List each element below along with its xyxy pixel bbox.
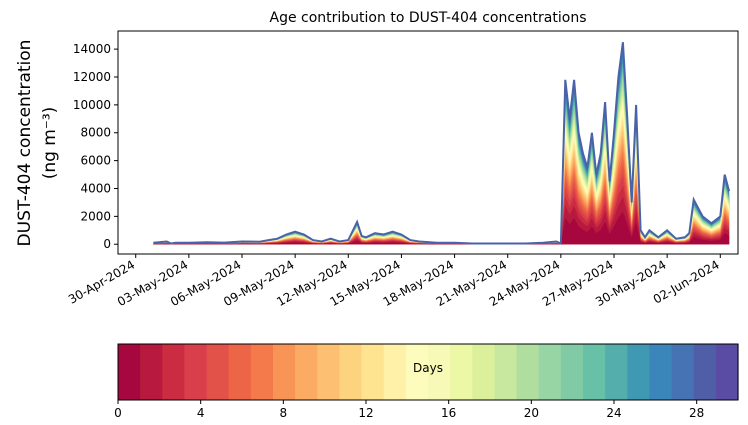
colorbar-tick-label: 24 xyxy=(606,406,621,420)
colorbar-segment xyxy=(649,344,673,400)
age-band-11 xyxy=(153,117,730,245)
total-concentration-line xyxy=(153,42,731,246)
colorbar-segment xyxy=(405,344,429,400)
colorbar-segment xyxy=(118,344,141,400)
age-band-0 xyxy=(153,211,730,245)
age-band-9 xyxy=(153,129,730,245)
age-band-22 xyxy=(153,62,730,245)
colorbar-segment xyxy=(339,344,363,400)
y-axis-label-line2: (ng m⁻³) xyxy=(40,107,60,180)
colorbar-tick-label: 16 xyxy=(441,406,456,420)
colorbar-segment xyxy=(516,344,540,400)
age-band-27 xyxy=(153,42,730,245)
age-band-26 xyxy=(153,46,730,245)
y-tick-label: 12000 xyxy=(73,70,111,84)
colorbar-label: Days xyxy=(413,361,443,375)
age-band-16 xyxy=(153,90,730,245)
age-band-19 xyxy=(153,76,730,245)
colorbar-segment xyxy=(228,344,252,400)
total-line xyxy=(153,42,731,246)
colorbar-segment xyxy=(450,344,473,400)
y-axis: 0 2000 4000 6000 8000 10000 12000 14000 xyxy=(73,42,118,251)
age-band-10 xyxy=(153,123,730,245)
colorbar-tick-label: 20 xyxy=(524,406,539,420)
age-band-23 xyxy=(153,58,730,245)
colorbar-segment xyxy=(140,344,163,400)
chart-title: Age contribution to DUST-404 concentrati… xyxy=(270,10,587,26)
colorbar-tick-label: 0 xyxy=(114,406,122,420)
colorbar-segment xyxy=(715,344,739,400)
age-band-13 xyxy=(153,106,730,245)
age-band-17 xyxy=(153,85,730,245)
colorbar-segment xyxy=(538,344,562,400)
age-band-18 xyxy=(153,81,730,245)
y-tick-label: 4000 xyxy=(80,181,111,195)
age-band-15 xyxy=(153,95,730,245)
y-tick-label: 8000 xyxy=(80,126,111,140)
colorbar-segment xyxy=(162,344,186,400)
y-axis-label-line1: DUST-404 concentration xyxy=(15,40,35,247)
colorbar-segment xyxy=(250,344,274,400)
age-band-7 xyxy=(153,142,730,245)
age-band-25 xyxy=(153,50,730,245)
colorbar-tick-label: 8 xyxy=(280,406,288,420)
age-band-14 xyxy=(153,100,730,245)
colorbar-segment xyxy=(361,344,385,400)
colorbar-segment xyxy=(583,344,606,400)
y-tick-label: 10000 xyxy=(73,98,111,112)
colorbar-tick-label: 12 xyxy=(358,406,373,420)
colorbar: 0 4 8 12 16 20 24 28 xyxy=(114,343,739,420)
y-tick-label: 2000 xyxy=(80,209,111,223)
colorbar-segment xyxy=(206,344,230,400)
y-tick-label: 6000 xyxy=(80,154,111,168)
x-axis: 30-Apr-202403-May-202406-May-202409-May-… xyxy=(66,254,722,309)
plot-frame xyxy=(117,30,739,255)
age-band-24 xyxy=(153,54,730,245)
colorbar-segment xyxy=(693,344,717,400)
age-band-5 xyxy=(153,157,730,245)
colorbar-segment xyxy=(494,344,518,400)
colorbar-segment xyxy=(627,344,651,400)
colorbar-tick-label: 4 xyxy=(197,406,205,420)
colorbar-segment xyxy=(560,344,584,400)
age-band-21 xyxy=(153,67,730,245)
y-tick-label: 0 xyxy=(103,237,111,251)
age-band-6 xyxy=(153,150,730,245)
colorbar-segment xyxy=(383,344,407,400)
colorbar-segment xyxy=(671,344,695,400)
colorbar-segment xyxy=(472,344,496,400)
age-band-20 xyxy=(153,71,730,245)
colorbar-frame xyxy=(117,343,739,401)
colorbar-segment xyxy=(317,344,341,400)
colorbar-segment xyxy=(184,344,208,400)
colorbar-tick-label: 28 xyxy=(689,406,704,420)
colorbar-segment xyxy=(605,344,628,400)
age-band-8 xyxy=(153,136,730,245)
colorbar-segment xyxy=(295,344,318,400)
colorbar-segment xyxy=(273,344,296,400)
stacked-age-areas xyxy=(153,42,730,245)
y-tick-label: 14000 xyxy=(73,42,111,56)
age-band-12 xyxy=(153,111,730,245)
colorbar-segment xyxy=(428,344,451,400)
